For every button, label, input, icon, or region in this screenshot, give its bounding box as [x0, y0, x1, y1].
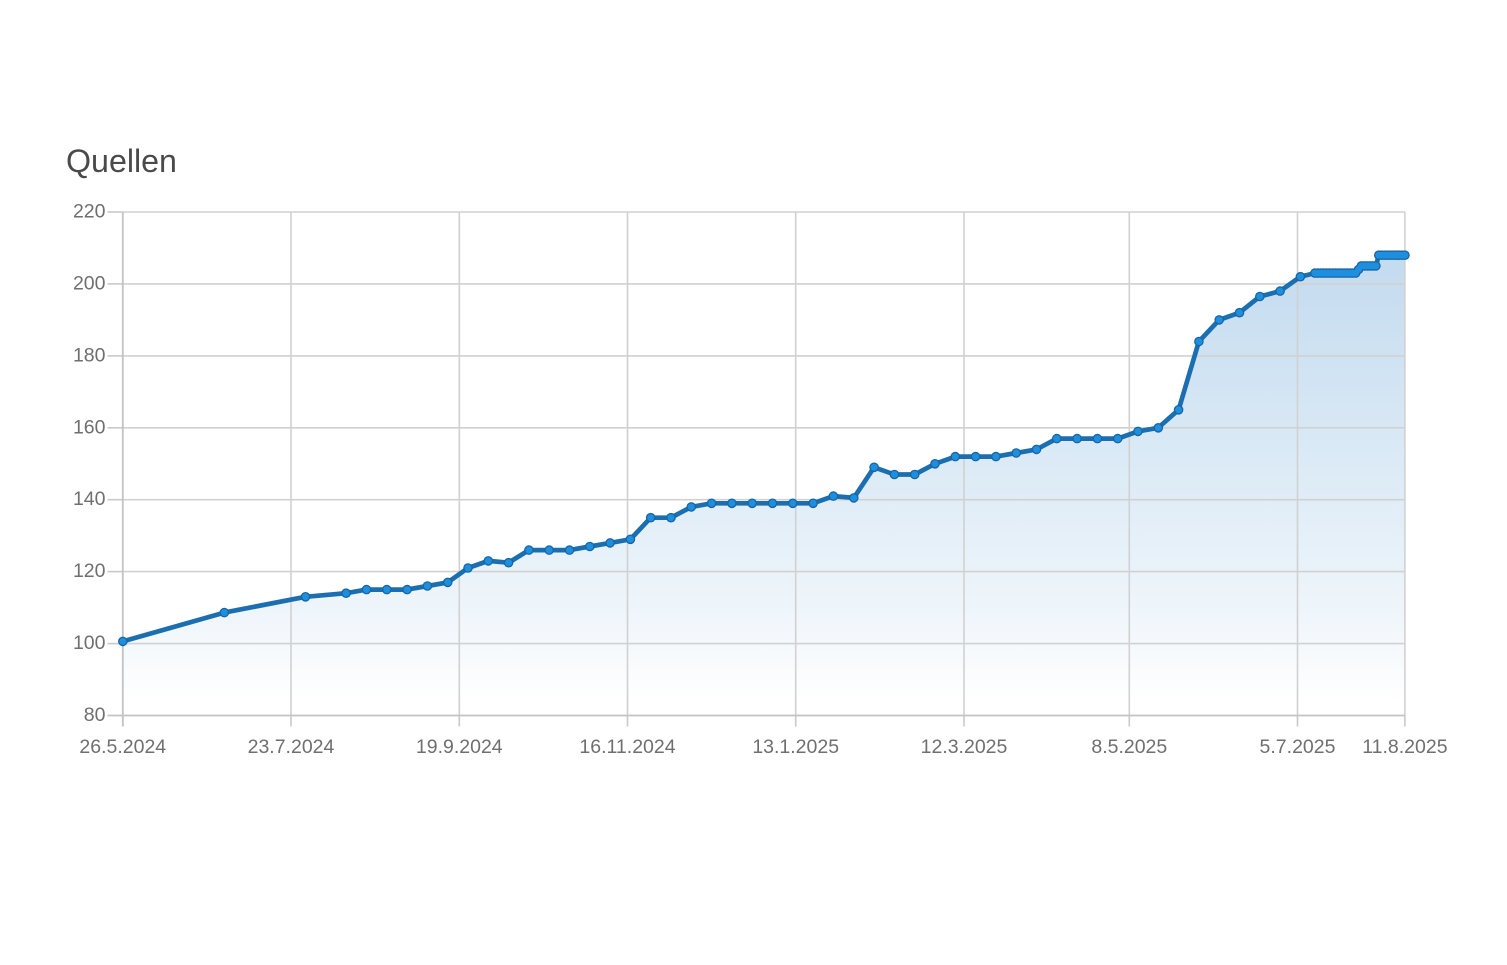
svg-text:100: 100	[73, 632, 106, 654]
svg-text:160: 160	[73, 416, 106, 438]
svg-text:19.9.2024: 19.9.2024	[416, 736, 503, 758]
svg-text:180: 180	[73, 344, 106, 366]
svg-text:220: 220	[73, 201, 106, 223]
svg-text:80: 80	[84, 704, 106, 726]
svg-text:200: 200	[73, 272, 106, 294]
svg-text:Quellen: Quellen	[66, 143, 177, 179]
svg-text:120: 120	[73, 560, 106, 582]
svg-text:11.8.2025: 11.8.2025	[1362, 736, 1447, 758]
svg-text:12.3.2025: 12.3.2025	[921, 736, 1008, 758]
svg-text:140: 140	[73, 488, 106, 510]
svg-text:16.11.2024: 16.11.2024	[579, 736, 675, 758]
svg-text:8.5.2025: 8.5.2025	[1091, 736, 1167, 758]
svg-text:23.7.2024: 23.7.2024	[248, 736, 335, 758]
svg-text:13.1.2025: 13.1.2025	[752, 736, 839, 758]
svg-text:26.5.2024: 26.5.2024	[79, 736, 166, 758]
svg-text:5.7.2025: 5.7.2025	[1260, 736, 1336, 758]
